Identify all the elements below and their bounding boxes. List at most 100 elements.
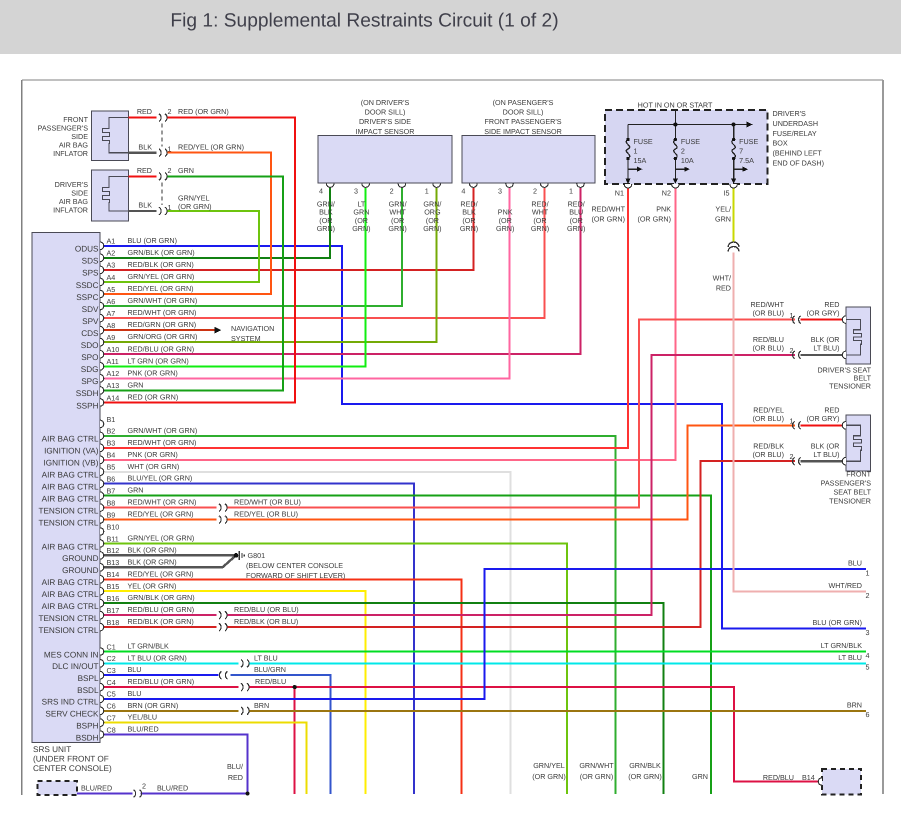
svg-text:A7: A7 bbox=[107, 309, 116, 318]
svg-text:GRN: GRN bbox=[692, 772, 708, 781]
svg-text:RED/YEL (OR BLU): RED/YEL (OR BLU) bbox=[234, 510, 298, 519]
svg-text:1: 1 bbox=[168, 145, 172, 154]
svg-text:DLC IN/OUT: DLC IN/OUT bbox=[52, 662, 98, 671]
svg-text:RED (OR GRN): RED (OR GRN) bbox=[178, 107, 229, 116]
svg-text:A6: A6 bbox=[107, 297, 116, 306]
svg-text:DRIVER'S: DRIVER'S bbox=[55, 180, 89, 189]
svg-text:DOOR SILL): DOOR SILL) bbox=[503, 108, 544, 117]
svg-text:SPG: SPG bbox=[81, 377, 98, 386]
svg-text:B2: B2 bbox=[107, 427, 116, 436]
svg-text:1: 1 bbox=[569, 187, 573, 196]
svg-text:FUSE: FUSE bbox=[681, 137, 700, 146]
svg-text:A1: A1 bbox=[107, 237, 116, 246]
svg-text:SERV CHECK: SERV CHECK bbox=[45, 710, 99, 719]
svg-text:RED/YEL: RED/YEL bbox=[753, 406, 784, 415]
svg-text:SRS UNIT: SRS UNIT bbox=[33, 745, 71, 754]
svg-text:SDS: SDS bbox=[82, 257, 99, 266]
svg-text:INFLATOR: INFLATOR bbox=[53, 149, 88, 158]
svg-text:SSPC: SSPC bbox=[76, 293, 98, 302]
svg-text:C7: C7 bbox=[107, 713, 116, 722]
svg-text:RED/BLU: RED/BLU bbox=[763, 773, 794, 782]
svg-text:AIR BAG CTRL: AIR BAG CTRL bbox=[42, 542, 99, 551]
svg-text:(OR: (OR bbox=[355, 216, 368, 225]
svg-text:PASSENGER'S: PASSENGER'S bbox=[821, 479, 872, 488]
svg-text:WHT: WHT bbox=[532, 208, 549, 217]
svg-text:B3: B3 bbox=[107, 439, 116, 448]
svg-text:PNK: PNK bbox=[498, 208, 513, 217]
svg-text:BLU/: BLU/ bbox=[227, 762, 243, 771]
svg-text:2: 2 bbox=[681, 147, 685, 156]
svg-text:A10: A10 bbox=[107, 345, 120, 354]
svg-text:B10: B10 bbox=[107, 522, 120, 531]
svg-text:WHT: WHT bbox=[389, 208, 406, 217]
svg-text:(OR: (OR bbox=[462, 216, 475, 225]
svg-text:HOT IN ON OR START: HOT IN ON OR START bbox=[638, 101, 713, 110]
svg-text:(OR GRN): (OR GRN) bbox=[580, 772, 614, 781]
svg-text:GRN/BLK: GRN/BLK bbox=[629, 761, 661, 770]
svg-text:GRN/WHT (OR GRN): GRN/WHT (OR GRN) bbox=[128, 296, 198, 305]
svg-text:CENTER CONSOLE): CENTER CONSOLE) bbox=[33, 764, 112, 773]
svg-text:UNDERDASH: UNDERDASH bbox=[773, 119, 819, 128]
svg-text:GRN): GRN) bbox=[423, 224, 441, 233]
svg-text:LT BLU): LT BLU) bbox=[813, 344, 839, 353]
svg-text:B14: B14 bbox=[802, 773, 815, 782]
svg-text:I5: I5 bbox=[724, 189, 730, 198]
svg-text:BLK: BLK bbox=[462, 208, 476, 217]
svg-text:B6: B6 bbox=[107, 475, 116, 484]
svg-text:LT BLU): LT BLU) bbox=[813, 450, 839, 459]
svg-text:BLU/RED: BLU/RED bbox=[81, 784, 112, 793]
svg-text:GRN/YEL: GRN/YEL bbox=[178, 194, 210, 203]
svg-text:ORG: ORG bbox=[424, 208, 441, 217]
svg-text:BRN (OR GRN): BRN (OR GRN) bbox=[128, 701, 179, 710]
svg-text:RED/BLU (OR GRN): RED/BLU (OR GRN) bbox=[128, 605, 195, 614]
svg-text:BSDL: BSDL bbox=[77, 686, 99, 695]
svg-text:GRN: GRN bbox=[128, 380, 144, 389]
svg-text:A9: A9 bbox=[107, 333, 116, 342]
svg-text:CDS: CDS bbox=[81, 329, 99, 338]
svg-text:RED/YEL (OR GRN): RED/YEL (OR GRN) bbox=[128, 510, 194, 519]
svg-text:GRN): GRN) bbox=[496, 224, 514, 233]
svg-text:GRN/BLK (OR GRN): GRN/BLK (OR GRN) bbox=[128, 248, 195, 257]
svg-text:B14: B14 bbox=[107, 570, 120, 579]
svg-text:SIDE: SIDE bbox=[71, 132, 88, 141]
svg-text:RED/BLK (OR GRN): RED/BLK (OR GRN) bbox=[128, 617, 194, 626]
svg-text:(ON DRIVER'S: (ON DRIVER'S bbox=[361, 98, 410, 107]
svg-text:RED/WHT (OR GRN): RED/WHT (OR GRN) bbox=[128, 308, 197, 317]
svg-text:GRN): GRN) bbox=[531, 224, 549, 233]
svg-text:RED/BLU: RED/BLU bbox=[255, 677, 286, 686]
svg-text:SPV: SPV bbox=[82, 317, 99, 326]
svg-text:PASSENGER'S: PASSENGER'S bbox=[38, 124, 89, 133]
svg-text:(OR GRN): (OR GRN) bbox=[532, 772, 566, 781]
svg-text:A2: A2 bbox=[107, 249, 116, 258]
svg-text:LT BLU: LT BLU bbox=[838, 653, 862, 662]
svg-text:RED/: RED/ bbox=[568, 200, 585, 209]
svg-text:BLK (OR GRN): BLK (OR GRN) bbox=[128, 545, 177, 554]
svg-text:1: 1 bbox=[634, 147, 638, 156]
svg-text:C6: C6 bbox=[107, 702, 116, 711]
svg-text:2: 2 bbox=[866, 591, 870, 600]
svg-text:1: 1 bbox=[425, 187, 429, 196]
svg-text:BLU: BLU bbox=[128, 689, 142, 698]
svg-text:SDO: SDO bbox=[81, 341, 99, 350]
svg-text:BLK: BLK bbox=[138, 201, 152, 210]
svg-text:YEL (OR GRN): YEL (OR GRN) bbox=[128, 581, 177, 590]
svg-text:RED: RED bbox=[716, 283, 731, 292]
svg-text:BOX: BOX bbox=[773, 139, 788, 148]
svg-text:B12: B12 bbox=[107, 546, 120, 555]
svg-text:GRN/: GRN/ bbox=[423, 200, 441, 209]
svg-text:(UNDER FRONT OF: (UNDER FRONT OF bbox=[33, 755, 109, 764]
svg-text:B13: B13 bbox=[107, 558, 120, 567]
svg-text:B15: B15 bbox=[107, 582, 120, 591]
svg-text:MES CONN IN: MES CONN IN bbox=[44, 650, 99, 659]
svg-text:RED/BLU: RED/BLU bbox=[753, 335, 784, 344]
svg-text:PNK: PNK bbox=[656, 205, 671, 214]
svg-text:GRN/YEL (OR GRN): GRN/YEL (OR GRN) bbox=[128, 272, 195, 281]
svg-text:TENSIONER: TENSIONER bbox=[829, 497, 871, 506]
svg-text:N1: N1 bbox=[615, 189, 624, 198]
svg-text:GRN: GRN bbox=[353, 208, 369, 217]
svg-text:RED: RED bbox=[228, 773, 243, 782]
svg-text:IGNITION (VB): IGNITION (VB) bbox=[43, 459, 98, 468]
svg-text:DRIVER'S SEAT: DRIVER'S SEAT bbox=[817, 366, 871, 375]
svg-text:RED/BLK: RED/BLK bbox=[753, 441, 784, 450]
svg-text:(OR: (OR bbox=[426, 216, 439, 225]
